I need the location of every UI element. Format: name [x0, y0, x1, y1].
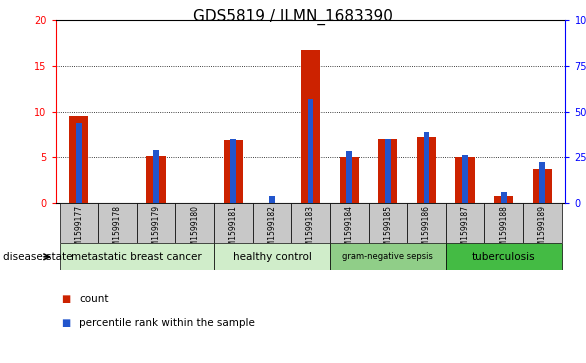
Bar: [330, 243, 446, 270]
Text: disease state: disease state: [3, 252, 73, 262]
Bar: [214, 243, 330, 270]
Text: GSM1599178: GSM1599178: [113, 205, 122, 256]
Bar: [533, 170, 552, 203]
Text: GSM1599186: GSM1599186: [422, 205, 431, 256]
Bar: [523, 203, 561, 243]
Bar: [230, 139, 236, 203]
Bar: [446, 243, 561, 270]
Bar: [501, 192, 506, 203]
Bar: [494, 196, 513, 203]
Bar: [301, 50, 320, 203]
Text: count: count: [79, 294, 108, 305]
Bar: [455, 158, 475, 203]
Bar: [291, 203, 330, 243]
Bar: [378, 139, 397, 203]
Text: GSM1599181: GSM1599181: [229, 205, 238, 256]
Text: GSM1599185: GSM1599185: [383, 205, 392, 256]
Text: GSM1599182: GSM1599182: [267, 205, 277, 256]
Text: GSM1599189: GSM1599189: [538, 205, 547, 256]
Bar: [60, 203, 98, 243]
Bar: [253, 203, 291, 243]
Bar: [446, 203, 485, 243]
Text: GSM1599183: GSM1599183: [306, 205, 315, 256]
Bar: [269, 196, 275, 203]
Bar: [146, 156, 166, 203]
Bar: [369, 203, 407, 243]
Text: ■: ■: [62, 318, 71, 328]
Bar: [424, 132, 430, 203]
Text: GSM1599177: GSM1599177: [74, 205, 83, 256]
Bar: [540, 162, 545, 203]
Text: GSM1599188: GSM1599188: [499, 205, 508, 256]
Text: ■: ■: [62, 294, 71, 305]
Bar: [76, 123, 81, 203]
Text: GDS5819 / ILMN_1683390: GDS5819 / ILMN_1683390: [193, 9, 393, 25]
Text: tuberculosis: tuberculosis: [472, 252, 536, 262]
Bar: [153, 150, 159, 203]
Bar: [98, 203, 137, 243]
Bar: [385, 139, 391, 203]
Bar: [417, 137, 436, 203]
Text: GSM1599187: GSM1599187: [461, 205, 469, 256]
Text: GSM1599179: GSM1599179: [152, 205, 161, 256]
Bar: [462, 155, 468, 203]
Bar: [224, 140, 243, 203]
Bar: [214, 203, 253, 243]
Text: metastatic breast cancer: metastatic breast cancer: [71, 252, 202, 262]
Text: healthy control: healthy control: [233, 252, 311, 262]
Bar: [137, 203, 175, 243]
Bar: [308, 99, 314, 203]
Text: percentile rank within the sample: percentile rank within the sample: [79, 318, 255, 328]
Text: gram-negative sepsis: gram-negative sepsis: [342, 252, 433, 261]
Bar: [407, 203, 446, 243]
Bar: [485, 203, 523, 243]
Bar: [339, 156, 359, 203]
Bar: [330, 203, 369, 243]
Text: GSM1599184: GSM1599184: [345, 205, 354, 256]
Bar: [69, 116, 88, 203]
Text: GSM1599180: GSM1599180: [190, 205, 199, 256]
Bar: [60, 243, 214, 270]
Bar: [175, 203, 214, 243]
Bar: [346, 151, 352, 203]
